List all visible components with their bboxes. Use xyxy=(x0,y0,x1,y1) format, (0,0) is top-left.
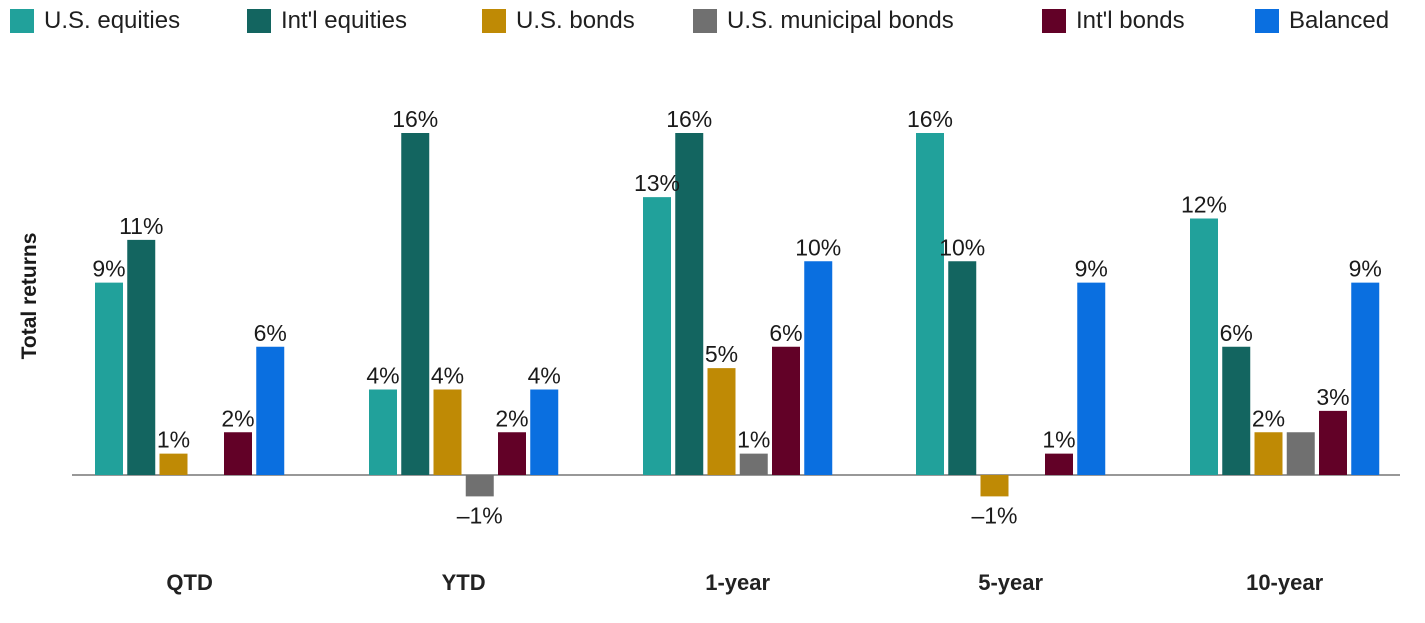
bar-u-s-equities-5-year xyxy=(916,133,944,475)
bar-int-l-bonds-qtd xyxy=(224,432,252,475)
data-label-int-l-equities-1-year: 16% xyxy=(666,106,712,132)
bar-int-l-bonds-ytd xyxy=(498,432,526,475)
data-label-int-l-equities-qtd: 11% xyxy=(119,213,163,239)
bar-u-s-bonds-10-year xyxy=(1254,432,1283,475)
legend-item-us-municipal-bonds: U.S. municipal bonds xyxy=(693,6,954,36)
data-label-int-l-equities-5-year: 10% xyxy=(939,234,985,260)
bar-u-s-bonds-5-year xyxy=(980,475,1009,497)
bar-u-s-equities-10-year xyxy=(1190,218,1218,475)
legend-swatch-us-equities xyxy=(10,9,34,33)
bar-int-l-bonds-5-year xyxy=(1045,453,1073,476)
bar-u-s-equities-qtd xyxy=(95,282,123,476)
category-label-1-year: 1-year xyxy=(705,570,770,595)
data-labels-group: 9%11%1%2%6%4%16%4%–1%2%4%13%16%5%1%6%10%… xyxy=(92,106,1382,528)
legend-label-us-bonds: U.S. bonds xyxy=(516,7,635,34)
bars-group xyxy=(95,133,1380,497)
data-label-int-l-bonds-10-year: 3% xyxy=(1316,384,1349,410)
legend-swatch-balanced xyxy=(1255,9,1279,33)
bar-balanced-5-year xyxy=(1077,282,1106,476)
legend-item-us-bonds: U.S. bonds xyxy=(482,6,635,36)
legend-label-us-municipal-bonds: U.S. municipal bonds xyxy=(727,7,954,34)
y-axis-label: Total returns xyxy=(18,233,41,360)
bar-u-s-municipal-bonds-10-year xyxy=(1286,432,1315,475)
category-labels-group: QTD YTD 1-year 5-year 10-year xyxy=(166,570,1323,595)
bar-int-l-bonds-1-year xyxy=(772,346,800,475)
bar-int-l-equities-5-year xyxy=(948,261,977,475)
data-label-u-s-equities-5-year: 16% xyxy=(907,106,953,132)
data-label-u-s-bonds-10-year: 2% xyxy=(1252,405,1285,431)
data-label-u-s-equities-ytd: 4% xyxy=(366,363,399,389)
bar-balanced-1-year xyxy=(804,261,833,475)
data-label-u-s-bonds-qtd: 1% xyxy=(157,427,190,453)
data-label-int-l-bonds-5-year: 1% xyxy=(1042,427,1075,453)
bar-int-l-equities-10-year xyxy=(1222,346,1251,475)
category-label-ytd: YTD xyxy=(442,570,486,595)
legend-item-balanced: Balanced xyxy=(1255,6,1389,36)
bar-balanced-10-year xyxy=(1351,282,1380,476)
data-label-u-s-equities-1-year: 13% xyxy=(634,170,680,196)
data-label-balanced-ytd: 4% xyxy=(528,363,561,389)
data-label-u-s-equities-qtd: 9% xyxy=(92,256,125,282)
data-label-u-s-bonds-5-year: –1% xyxy=(971,502,1017,528)
data-label-u-s-bonds-1-year: 5% xyxy=(705,341,738,367)
data-label-int-l-bonds-ytd: 2% xyxy=(495,405,528,431)
data-label-u-s-equities-10-year: 12% xyxy=(1181,192,1227,218)
legend-swatch-us-bonds xyxy=(482,9,506,33)
data-label-int-l-bonds-qtd: 2% xyxy=(221,405,254,431)
bar-u-s-municipal-bonds-1-year xyxy=(739,453,768,476)
data-label-u-s-municipal-bonds-1-year: 1% xyxy=(737,427,770,453)
bar-int-l-equities-qtd xyxy=(127,239,156,476)
legend-label-balanced: Balanced xyxy=(1289,7,1390,34)
bar-int-l-equities-1-year xyxy=(675,133,704,475)
legend-label-intl-bonds: Int'l bonds xyxy=(1076,7,1185,34)
data-label-balanced-1-year: 10% xyxy=(795,234,841,260)
data-label-int-l-equities-ytd: 16% xyxy=(392,106,438,132)
data-label-int-l-bonds-1-year: 6% xyxy=(769,320,802,346)
bar-u-s-bonds-1-year xyxy=(707,368,736,476)
bar-u-s-municipal-bonds-ytd xyxy=(465,475,494,497)
data-label-u-s-municipal-bonds-ytd: –1% xyxy=(457,502,503,528)
bar-u-s-bonds-qtd xyxy=(159,453,188,476)
category-label-5-year: 5-year xyxy=(978,570,1043,595)
bar-balanced-qtd xyxy=(256,346,285,475)
legend-label-us-equities: U.S. equities xyxy=(44,7,181,34)
category-label-10-year: 10-year xyxy=(1246,570,1324,595)
data-label-balanced-10-year: 9% xyxy=(1349,256,1382,282)
legend-item-intl-bonds: Int'l bonds xyxy=(1042,6,1185,36)
bar-u-s-bonds-ytd xyxy=(433,389,462,475)
legend-swatch-intl-equities xyxy=(247,9,271,33)
data-label-int-l-equities-10-year: 6% xyxy=(1220,320,1253,346)
bar-u-s-equities-1-year xyxy=(643,197,671,476)
bar-u-s-equities-ytd xyxy=(369,389,397,475)
data-label-balanced-5-year: 9% xyxy=(1075,256,1108,282)
legend-item-intl-equities: Int'l equities xyxy=(247,6,407,36)
legend-label-intl-equities: Int'l equities xyxy=(281,7,407,34)
data-label-balanced-qtd: 6% xyxy=(254,320,287,346)
legend-swatch-us-municipal-bonds xyxy=(693,9,717,33)
data-label-u-s-bonds-ytd: 4% xyxy=(431,363,464,389)
category-label-qtd: QTD xyxy=(166,570,212,595)
legend-item-us-equities: U.S. equities xyxy=(10,6,180,36)
bar-int-l-bonds-10-year xyxy=(1319,410,1347,476)
chart-legend: U.S. equities Int'l equities U.S. bonds … xyxy=(0,0,1425,44)
bar-balanced-ytd xyxy=(530,389,559,475)
bar-int-l-equities-ytd xyxy=(401,133,430,475)
legend-swatch-intl-bonds xyxy=(1042,9,1066,33)
